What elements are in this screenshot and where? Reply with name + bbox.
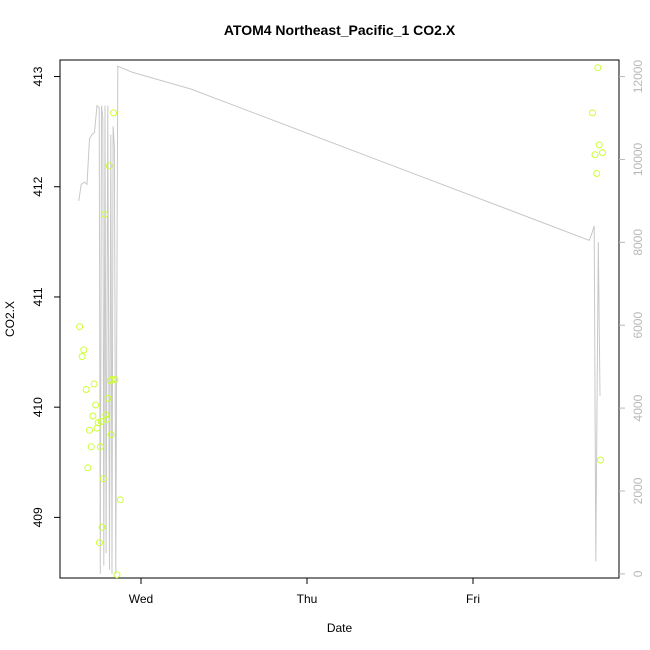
data-point — [104, 394, 112, 402]
data-point — [90, 380, 98, 388]
data-point — [591, 151, 599, 159]
y-right-tick-label: 8000 — [631, 229, 645, 256]
data-point — [76, 323, 84, 331]
data-point — [82, 386, 90, 393]
plot-frame — [59, 59, 620, 579]
y-right-tick-label: 12000 — [631, 60, 645, 94]
y-left-tick-label: 413 — [31, 66, 45, 86]
y-axis-label: CO2.X — [3, 301, 17, 337]
data-point — [597, 456, 604, 464]
data-point — [102, 411, 110, 419]
y-right-tick-label: 6000 — [631, 312, 645, 339]
data-point — [87, 443, 95, 451]
data-point — [107, 431, 115, 439]
data-point — [589, 109, 596, 117]
data-point — [101, 210, 108, 218]
data-point — [80, 346, 88, 354]
data-point — [110, 109, 118, 117]
data-point — [78, 353, 86, 360]
y-left-tick-label: 409 — [31, 507, 45, 527]
data-point — [113, 571, 121, 579]
data-point — [96, 443, 104, 451]
data-point — [108, 376, 116, 384]
data-point — [92, 401, 100, 409]
data-point — [93, 424, 101, 432]
y-right-tick-label: 10000 — [631, 142, 645, 176]
data-point — [593, 170, 601, 177]
data-point — [116, 496, 124, 504]
data-point — [89, 412, 97, 420]
y-left-tick-label: 410 — [31, 397, 45, 417]
y-right-tick-label: 4000 — [631, 394, 645, 421]
data-point — [84, 464, 92, 472]
data-point — [94, 419, 102, 427]
data-point — [96, 539, 103, 547]
data-point — [86, 426, 93, 434]
right-axis-series-line-group — [78, 65, 601, 574]
x-tick-label: Fri — [466, 592, 480, 606]
data-point — [599, 149, 606, 157]
co2-points-group — [76, 64, 606, 579]
data-point — [97, 418, 105, 425]
data-point — [595, 141, 603, 149]
data-point — [111, 376, 119, 384]
x-tick-label: Thu — [297, 592, 318, 606]
x-axis-label: Date — [327, 621, 353, 635]
chart-title: ATOM4 Northeast_Pacific_1 CO2.X — [224, 22, 456, 38]
axes: Wed Thu Fri 409 410 411 412 413 0 2000 4000 6000 800… — [31, 60, 645, 606]
y-right-tick-label: 0 — [631, 570, 645, 577]
data-point — [105, 162, 113, 170]
data-point — [594, 64, 602, 72]
y-right-tick-label: 2000 — [631, 477, 645, 504]
x-tick-label: Wed — [129, 592, 153, 606]
y-left-tick-label: 411 — [31, 287, 45, 306]
data-point — [106, 377, 114, 385]
series-line — [78, 65, 601, 574]
y-left-tick-label: 412 — [31, 176, 45, 196]
data-point — [99, 475, 107, 483]
data-point — [98, 523, 106, 531]
data-point — [103, 415, 111, 423]
